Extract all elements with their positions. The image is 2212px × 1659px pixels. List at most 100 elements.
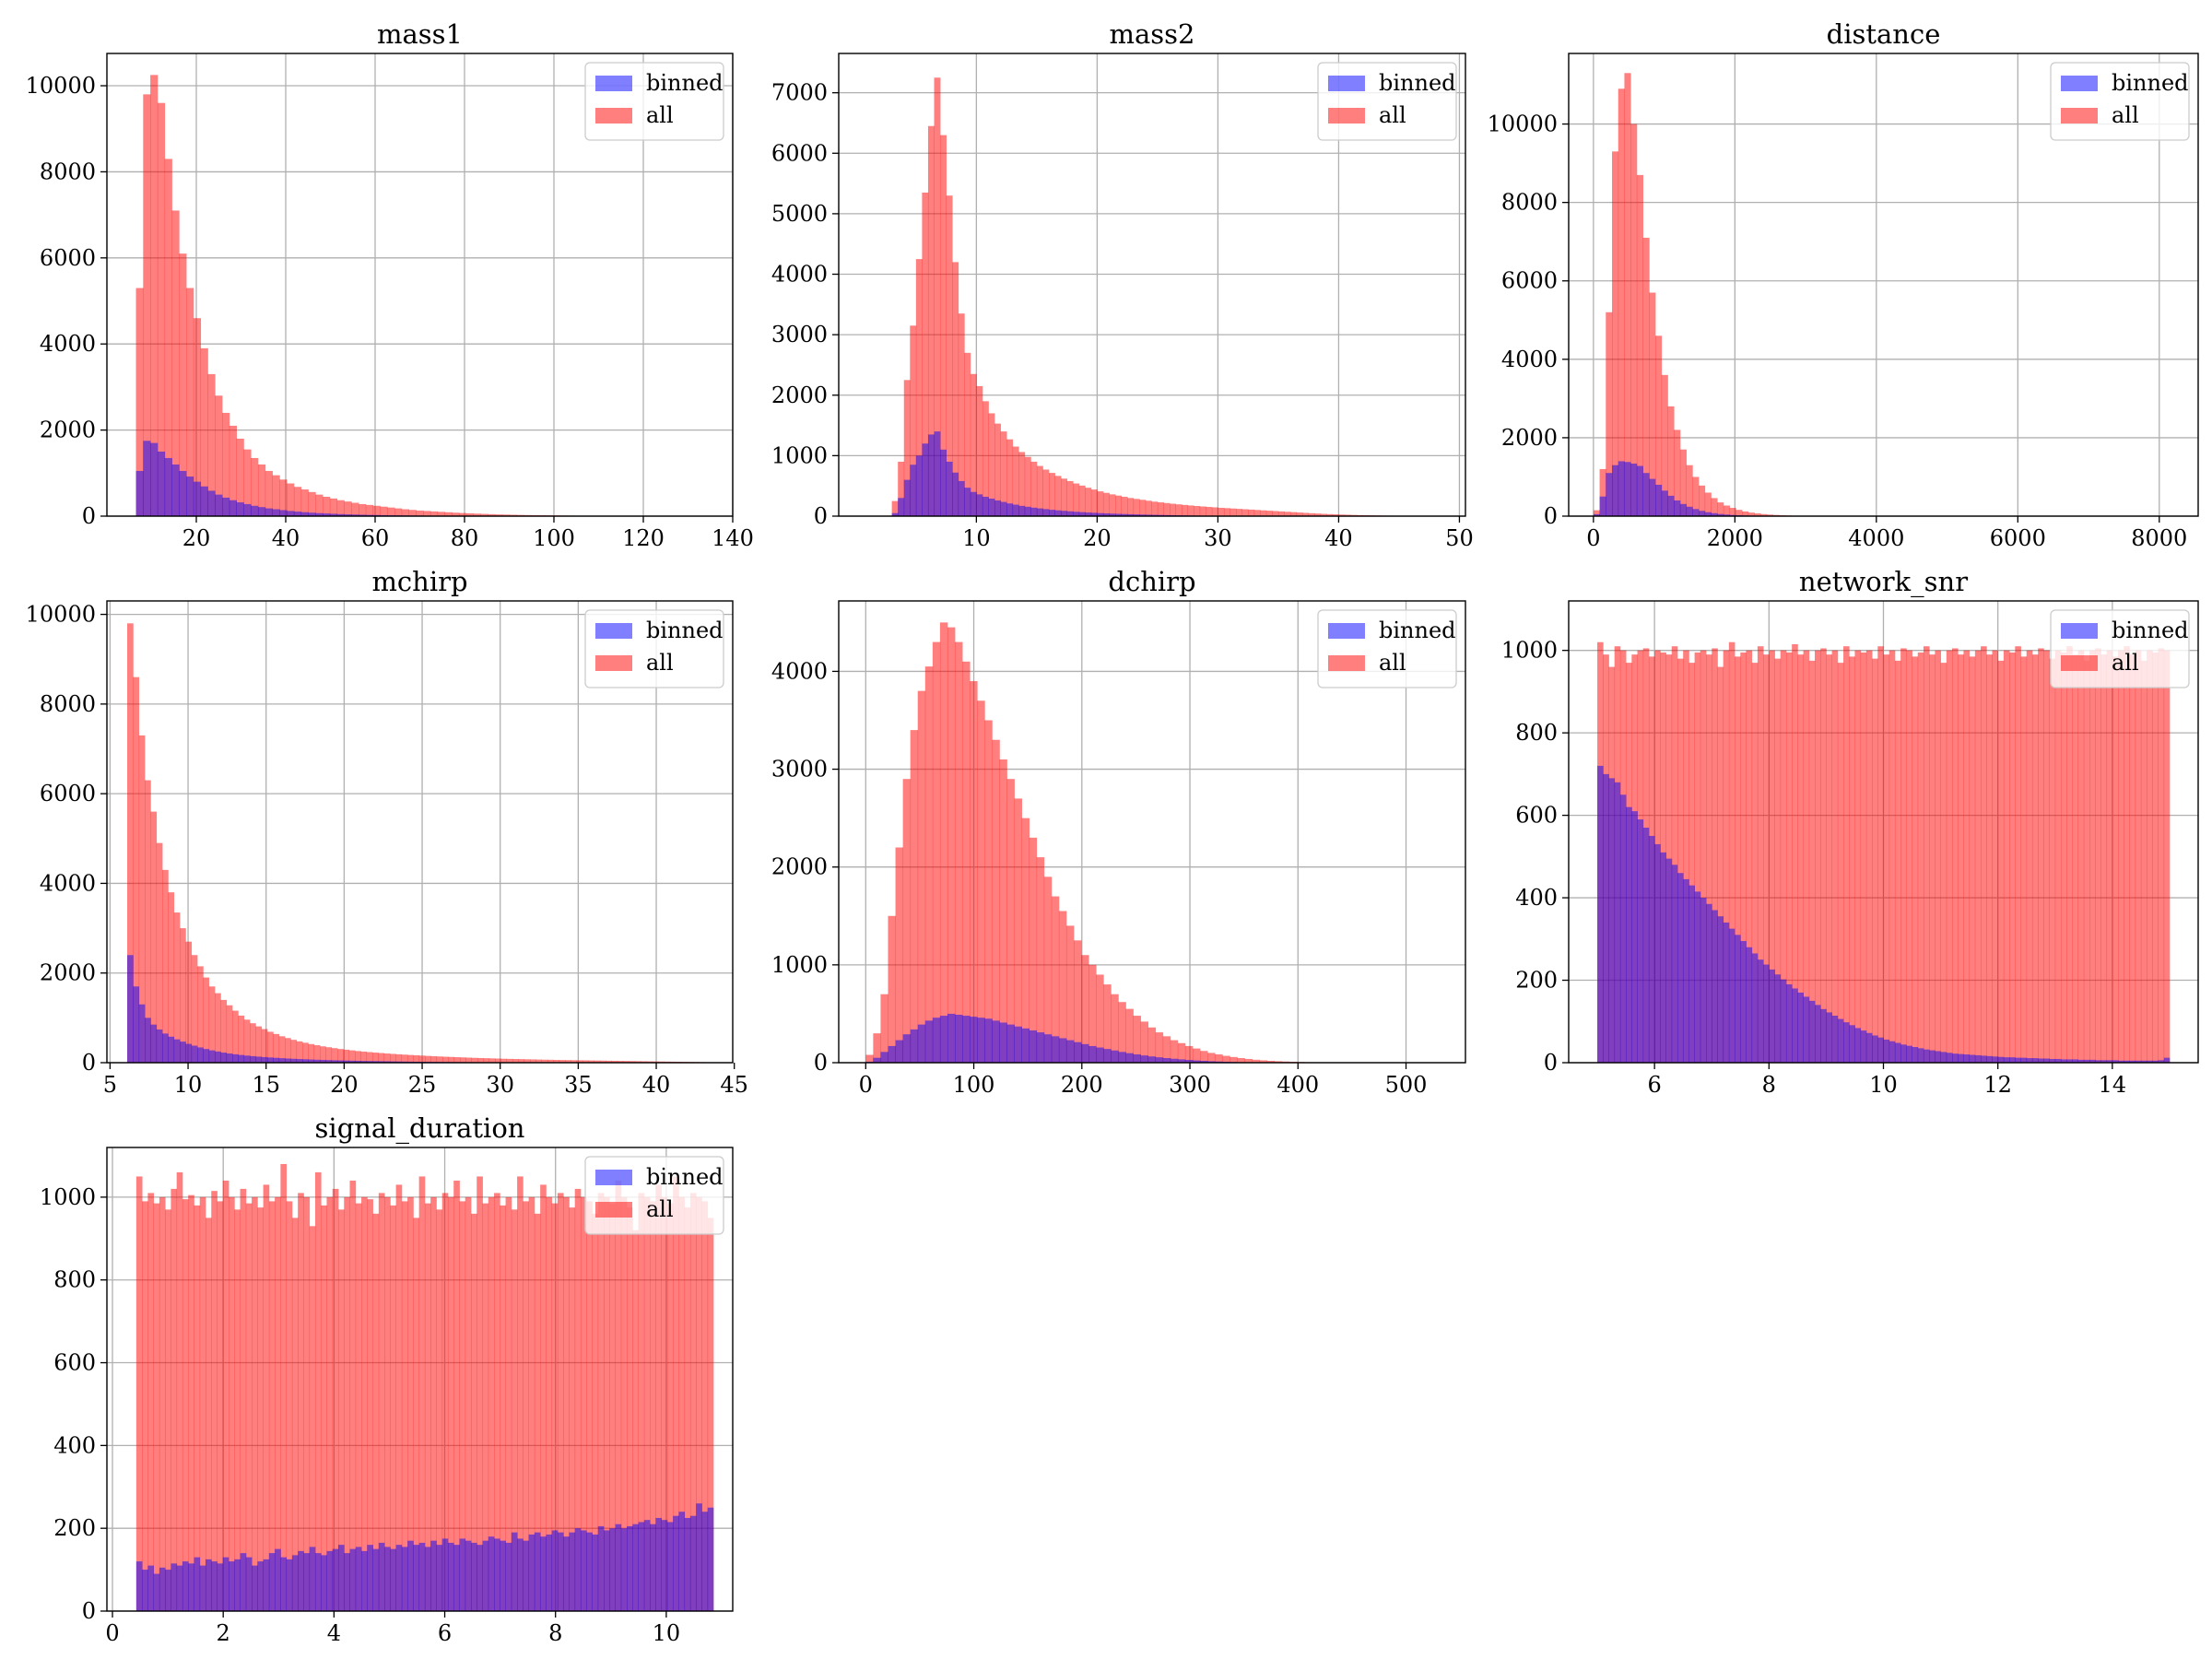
bar-all xyxy=(2118,650,2124,1063)
bar-all xyxy=(1085,488,1092,516)
chart-title: mchirp xyxy=(371,566,467,597)
bar-binned xyxy=(927,434,935,516)
bar-binned xyxy=(999,1022,1007,1063)
bar-all xyxy=(1284,512,1291,516)
bar-all xyxy=(576,1060,583,1063)
bar-binned xyxy=(1048,510,1055,516)
bar-all xyxy=(168,892,175,1063)
x-tick-label: 4000 xyxy=(1848,525,1904,551)
bar-all xyxy=(280,1163,288,1611)
bar-binned xyxy=(1024,506,1031,516)
bar-all xyxy=(1837,663,1844,1063)
bar-all xyxy=(465,1057,473,1063)
series-all xyxy=(865,622,1342,1063)
bar-all xyxy=(287,483,295,516)
bar-binned xyxy=(159,1567,166,1611)
bar-all xyxy=(424,1055,431,1063)
bar-binned xyxy=(932,1018,941,1063)
bar-binned xyxy=(430,1540,437,1611)
series-binned xyxy=(135,441,539,516)
bar-binned xyxy=(2043,1058,2050,1063)
bar-all xyxy=(238,1015,245,1063)
bar-binned xyxy=(1073,512,1080,516)
bar-binned xyxy=(203,1049,210,1063)
y-tick-label: 0 xyxy=(82,503,96,529)
bar-all xyxy=(325,1047,333,1063)
x-tick-label: 45 xyxy=(720,1072,748,1098)
bar-all xyxy=(684,1207,691,1611)
bar-all xyxy=(646,1061,653,1063)
bar-binned xyxy=(1679,503,1687,516)
bar-binned xyxy=(308,1059,315,1063)
bar-binned xyxy=(293,512,302,516)
bar-binned xyxy=(1133,514,1140,516)
bar-binned xyxy=(2077,1059,2085,1063)
bar-binned xyxy=(902,1034,912,1063)
bar-binned xyxy=(470,1542,477,1611)
legend-swatch-binned xyxy=(2061,76,2098,91)
bar-all xyxy=(1717,666,1724,1063)
legend-label-all: all xyxy=(646,1196,674,1222)
x-tick-label: 50 xyxy=(1445,525,1474,551)
bar-all xyxy=(319,1046,326,1063)
bar-all xyxy=(1036,857,1045,1063)
bar-all xyxy=(217,1201,224,1611)
bar-all xyxy=(922,192,929,516)
series-all xyxy=(135,1163,714,1611)
bar-all xyxy=(1860,652,1867,1063)
bar-binned xyxy=(344,1553,350,1611)
bar-binned xyxy=(354,1060,361,1063)
bar-binned xyxy=(903,479,911,516)
y-tick-label: 5000 xyxy=(771,201,828,227)
bar-all xyxy=(2152,652,2159,1063)
bar-all xyxy=(661,1196,668,1611)
legend-swatch-all xyxy=(2061,655,2098,671)
bar-binned xyxy=(523,1540,530,1611)
bar-binned xyxy=(272,509,280,516)
legend-label-all: all xyxy=(2112,650,2139,676)
bar-all xyxy=(252,1196,258,1611)
bar-binned xyxy=(982,497,989,516)
bar-all xyxy=(1266,1060,1276,1063)
bar-all xyxy=(257,464,266,516)
bar-binned xyxy=(655,1517,663,1611)
bar-binned xyxy=(1849,1025,1855,1063)
bar-all xyxy=(620,1196,628,1611)
bar-all xyxy=(984,720,993,1063)
bar-all xyxy=(1729,508,1736,516)
bar-all xyxy=(1274,1061,1283,1063)
bar-all xyxy=(220,999,228,1063)
bar-binned xyxy=(234,1559,241,1611)
axes-frame xyxy=(838,600,1466,1064)
bar-binned xyxy=(1036,1032,1045,1063)
bar-all xyxy=(1900,648,1907,1063)
bar-binned xyxy=(1636,465,1643,516)
bar-binned xyxy=(873,1057,881,1063)
bar-binned xyxy=(1065,1040,1075,1063)
bar-all xyxy=(1751,663,1759,1063)
bar-all xyxy=(384,1196,391,1611)
bar-binned xyxy=(199,1565,206,1611)
legend-swatch-all xyxy=(1328,108,1365,124)
bar-all xyxy=(355,1203,362,1611)
bar-all xyxy=(488,1058,496,1063)
bar-all xyxy=(611,1060,618,1063)
bar-all xyxy=(1187,505,1194,516)
bar-all xyxy=(1066,480,1074,516)
bar-all xyxy=(1252,1059,1260,1063)
bar-binned xyxy=(609,1528,616,1611)
bar-all xyxy=(1170,1040,1179,1063)
legend-swatch-all xyxy=(2061,108,2098,124)
bar-all xyxy=(880,994,888,1063)
bar-binned xyxy=(891,512,899,516)
bar-all xyxy=(650,1201,656,1611)
bar-binned xyxy=(1006,1024,1015,1063)
bar-all xyxy=(563,1196,570,1611)
bar-binned xyxy=(1162,1058,1171,1063)
bar-all xyxy=(947,627,956,1063)
bar-all xyxy=(272,475,280,516)
bar-all xyxy=(482,1203,489,1611)
bar-binned xyxy=(208,1050,216,1063)
bar-all xyxy=(1118,1002,1126,1063)
bar-binned xyxy=(1671,865,1678,1063)
